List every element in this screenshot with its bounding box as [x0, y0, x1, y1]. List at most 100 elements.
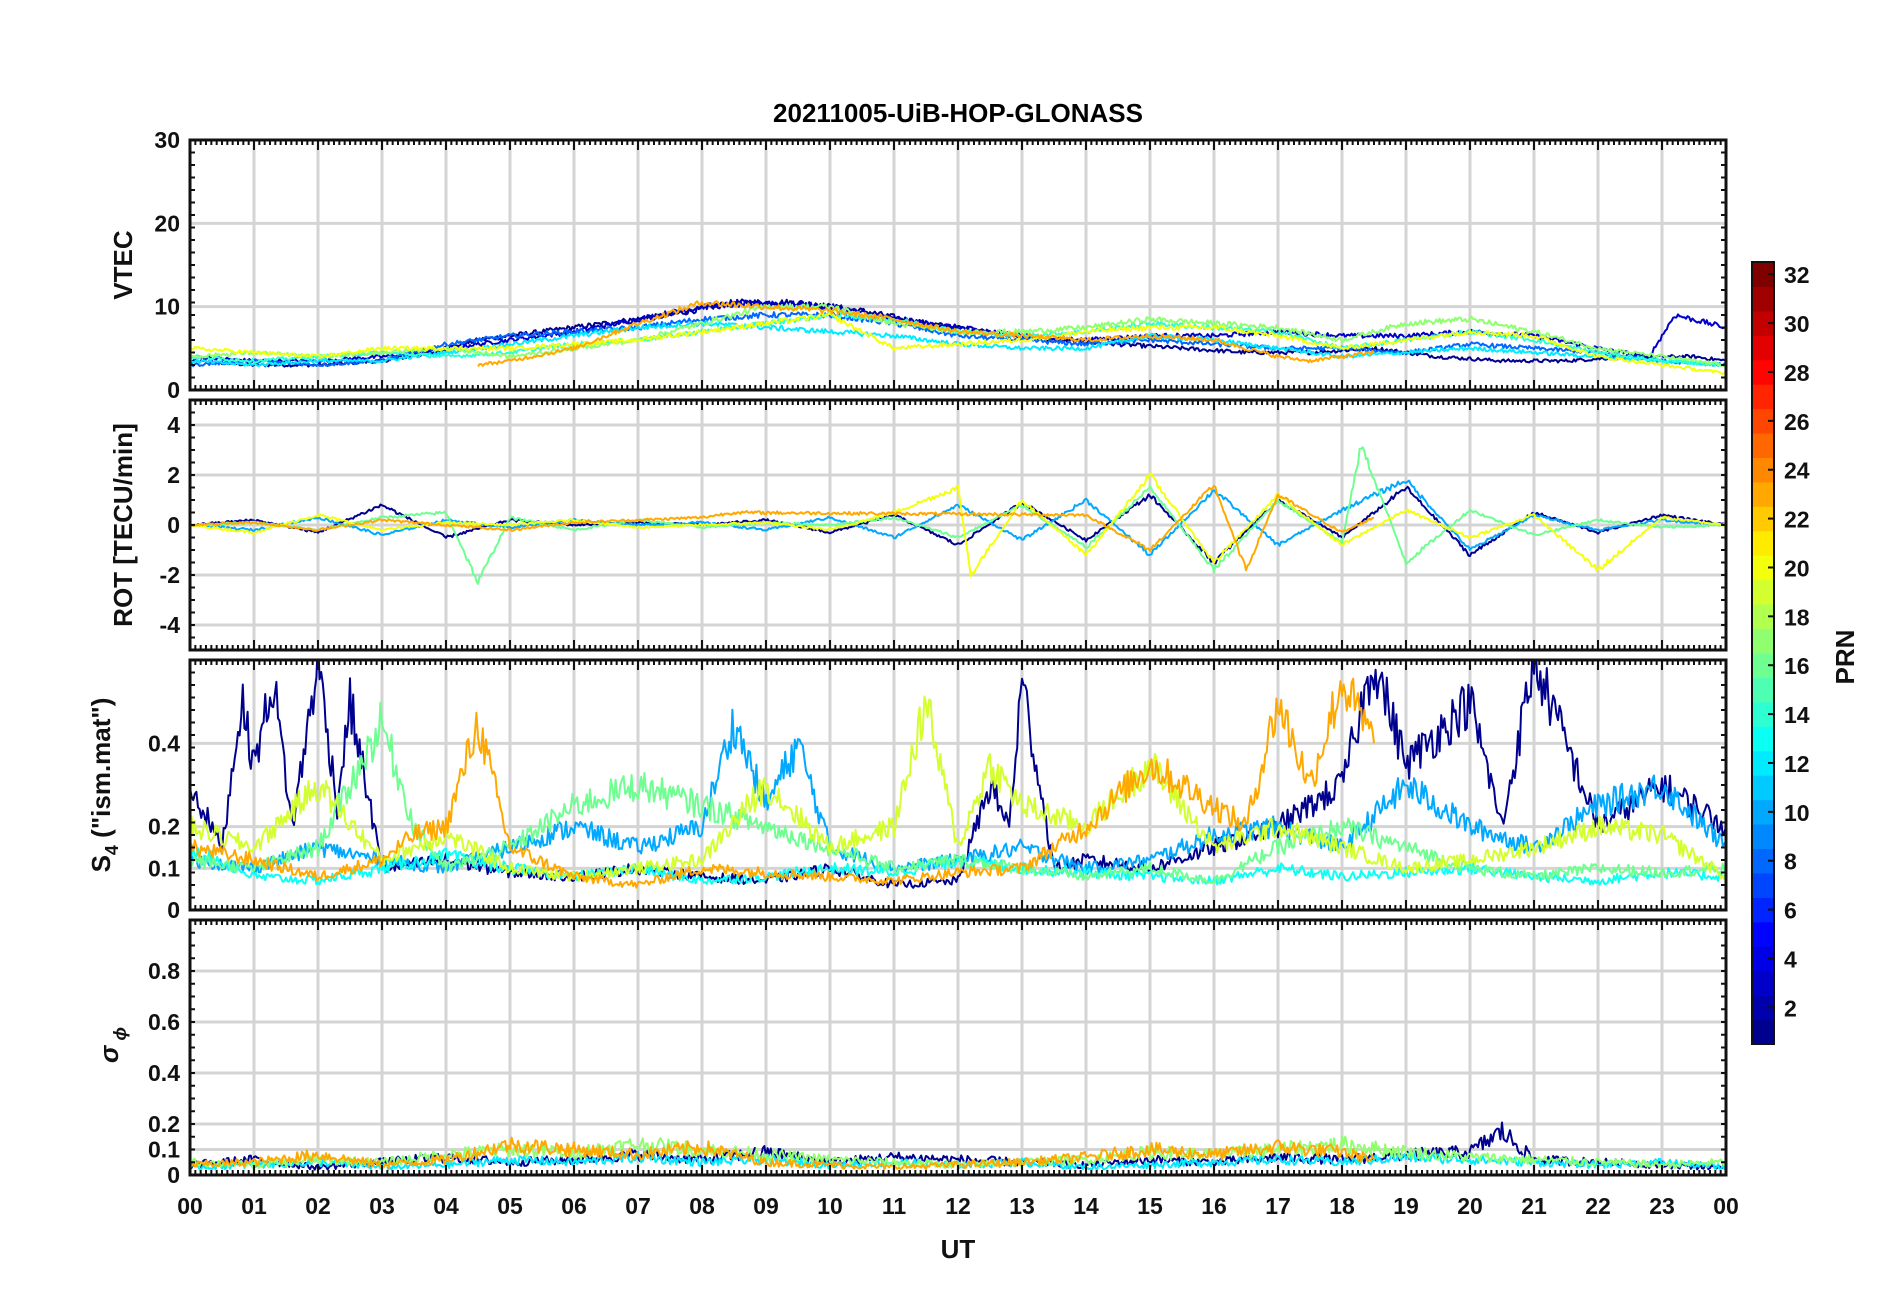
sigma-phi-panel: 00.10.2 0.4 0.6 0.8: [148, 918, 1728, 1188]
vtec-prn-23-line: [477, 300, 1375, 367]
colorbar-segment: [1752, 579, 1774, 605]
s4-prn-16-line: [190, 701, 1726, 885]
colorbar-tick-label: 26: [1784, 409, 1810, 435]
rot-panel: -4 -2 0 2 4: [160, 398, 1728, 652]
colorbar-segment: [1752, 701, 1774, 727]
y-tick-label: 20: [154, 210, 180, 236]
x-tick-label: 23: [1649, 1193, 1675, 1219]
colorbar-segment: [1752, 506, 1774, 532]
y-tick-label: 0: [167, 897, 180, 923]
x-tick-label: 08: [689, 1193, 715, 1219]
y-tick-label: 0.4: [148, 730, 180, 756]
y-tick-label: 0: [167, 377, 180, 403]
colorbar-segment: [1752, 481, 1774, 507]
x-tick-label: 04: [433, 1193, 459, 1219]
colorbar-tick-label: 2: [1784, 995, 1797, 1021]
colorbar-label: PRN: [1830, 630, 1860, 685]
vtec-prn-20-line: [190, 311, 1726, 376]
y-tick-label: -4: [160, 612, 181, 638]
rot-series-group: [190, 446, 1726, 585]
colorbar-segment: [1752, 995, 1774, 1021]
colorbar-tick-label: 14: [1784, 702, 1810, 728]
x-axis: 00 01 02 03 04 05 06 07 08 09 10 11 12 13 14 15 16 17 18 19…: [177, 1193, 1739, 1219]
x-tick-label: 17: [1265, 1193, 1291, 1219]
y-tick-label: 30: [154, 127, 180, 153]
colorbar-segment: [1752, 433, 1774, 458]
x-tick-label: 13: [1009, 1193, 1035, 1219]
vtec-panel: 0 10 20 30: [154, 127, 1728, 403]
y-tick-label: 0.6: [148, 1009, 180, 1035]
colorbar-frame: [1751, 261, 1775, 1045]
y-tick-label: 0: [167, 1162, 180, 1188]
colorbar-tick-label: 32: [1784, 262, 1810, 288]
colorbar-segment: [1752, 848, 1774, 874]
colorbar-tick-label: 28: [1784, 360, 1810, 386]
colorbar-tick-label: 6: [1784, 898, 1797, 924]
y-tick-label: 0.2: [148, 1111, 180, 1137]
colorbar-tick-label: 30: [1784, 311, 1810, 337]
y-tick-label: -2: [160, 562, 180, 588]
y-tick-label: 0: [167, 512, 180, 538]
colorbar-segment: [1752, 408, 1774, 434]
colorbar-tick-label: 16: [1784, 653, 1810, 679]
x-tick-label: 19: [1393, 1193, 1419, 1219]
x-tick-label: 22: [1585, 1193, 1611, 1219]
colorbar-tick-label: 8: [1784, 849, 1797, 875]
vtec-prn-12-line: [190, 320, 1726, 368]
colorbar-segment: [1752, 262, 1774, 287]
colorbar-segment: [1752, 1019, 1774, 1045]
colorbar-tick-label: 24: [1784, 458, 1810, 484]
vtec-ylabel: VTEC: [108, 230, 138, 300]
rot-prn-23-line: [190, 484, 1375, 572]
sigma-phi-ylabel: σ ϕ: [94, 1027, 130, 1063]
rot-prn-16-line: [190, 446, 1726, 585]
colorbar-tick-label: 12: [1784, 751, 1810, 777]
rot-ylabel: ROT [TECU/min]: [108, 423, 138, 627]
colorbar-tick-label: 18: [1784, 604, 1810, 630]
s4-prn-13-line: [190, 841, 1726, 886]
colorbar-segment: [1752, 457, 1774, 483]
colorbar-segment: [1752, 384, 1774, 410]
x-tick-label: 11: [882, 1193, 907, 1219]
colorbar-segment: [1752, 604, 1774, 630]
y-tick-label: 10: [154, 294, 180, 320]
y-tick-label: 0.8: [148, 958, 180, 984]
sigma-phi-prn-23-line: [190, 1136, 1375, 1171]
x-tick-label: 00: [177, 1193, 203, 1219]
colorbar-segment: [1752, 775, 1774, 801]
x-tick-label: 12: [945, 1193, 971, 1219]
colorbar-tick-label: 22: [1784, 507, 1810, 533]
y-tick-label: 2: [167, 462, 180, 488]
colorbar-segment: [1752, 653, 1774, 678]
colorbar-segment: [1752, 921, 1774, 947]
s4-panel: 0 0.1 0.2 0.4: [148, 658, 1728, 923]
colorbar-tick-label: 4: [1784, 946, 1797, 972]
x-axis-label: UT: [941, 1234, 976, 1264]
colorbar-segment: [1752, 970, 1774, 996]
colorbar-segment: [1752, 897, 1774, 923]
colorbar-segment: [1752, 726, 1774, 752]
x-tick-label: 03: [369, 1193, 395, 1219]
sigma-phi-prn-17-line: [190, 1135, 1726, 1170]
vtec-prn-1-line: [190, 298, 1726, 368]
x-tick-label: 21: [1521, 1193, 1547, 1219]
s4-prn-23-line: [190, 677, 1375, 889]
x-tick-label: 01: [241, 1193, 267, 1219]
x-tick-label: 00: [1713, 1193, 1739, 1219]
vtec-prn-8-line: [190, 311, 1726, 368]
x-tick-label: 06: [561, 1193, 587, 1219]
colorbar-segment: [1752, 677, 1774, 703]
colorbar-tick-label: 10: [1784, 800, 1810, 826]
colorbar-segment: [1752, 335, 1774, 361]
x-tick-label: 14: [1073, 1193, 1099, 1219]
y-tick-label: 0.2: [148, 814, 180, 840]
colorbar-segment: [1752, 530, 1774, 556]
colorbar-segment: [1752, 824, 1774, 849]
colorbar-segment: [1752, 799, 1774, 825]
colorbar-tick-label: 20: [1784, 555, 1810, 581]
s4-ylabel: S4 ("ism.mat"): [86, 698, 122, 873]
colorbar-segment: [1752, 286, 1774, 312]
colorbar-segment: [1752, 946, 1774, 972]
